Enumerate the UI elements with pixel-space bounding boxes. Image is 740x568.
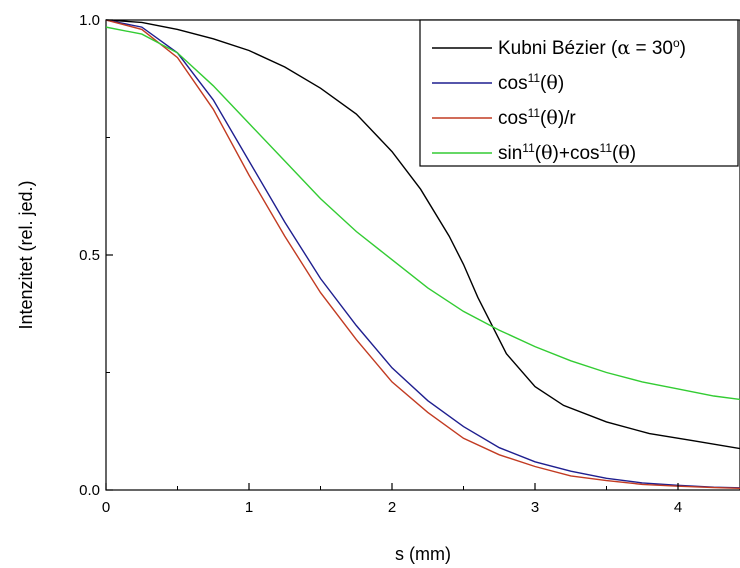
legend-text-part: ) [630, 143, 636, 164]
legend-text-part: ( [540, 108, 547, 129]
y-tick-label-1: 0.5 [79, 247, 100, 264]
x-tick-label-4: 4 [674, 499, 682, 516]
legend-text-part: )/r [558, 108, 577, 129]
legend-text-part: θ [541, 142, 552, 164]
legend-text-part: θ [546, 107, 557, 129]
x-tick-label-1: 1 [245, 499, 253, 516]
series-line-4 [106, 26, 740, 401]
x-tick-label-0: 0 [102, 499, 110, 516]
legend: Kubni Bézier (α = 30o)cos11(θ)cos11(θ)/r… [419, 19, 739, 167]
y-tick-label-0: 0.0 [79, 482, 100, 499]
legend-text-part: 11 [522, 141, 535, 155]
legend-text-part: cos [498, 73, 528, 94]
legend-text-part: Kubni Bézier ( [498, 38, 618, 59]
legend-text-part: ( [540, 73, 547, 94]
legend-text-part: )+cos [553, 143, 600, 164]
x-tick-label-3: 3 [531, 499, 539, 516]
series-line-2 [106, 19, 740, 489]
series-line-3 [106, 19, 740, 490]
legend-box [419, 19, 739, 167]
legend-text-part: 11 [600, 141, 613, 155]
legend-text-part: = 30 [630, 38, 673, 59]
legend-text-part: ) [680, 38, 686, 59]
legend-text-part: sin [498, 143, 522, 164]
legend-label-3: cos11(θ)/r [498, 106, 576, 129]
legend-text-part: cos [498, 108, 528, 129]
legend-label-1: Kubni Bézier (α = 30o) [498, 36, 686, 59]
legend-text-part: ( [535, 143, 542, 164]
y-axis-title: Intenzitet (rel. jed.) [16, 180, 36, 329]
x-tick-label-2: 2 [388, 499, 396, 516]
legend-text-part: θ [546, 72, 557, 94]
y-tick-label-2: 1.0 [79, 12, 100, 29]
legend-text-part: ( [612, 143, 619, 164]
series-layer [106, 19, 740, 490]
series-line-1 [106, 19, 740, 450]
x-axis-title: s (mm) [395, 544, 451, 564]
legend-text-part: 11 [528, 106, 541, 120]
legend-text-part: o [673, 36, 680, 50]
axes-layer: 0 1 2 3 4 0.0 0.5 1.0 [79, 12, 682, 516]
legend-text-part: ) [558, 73, 564, 94]
legend-text-part: 11 [528, 71, 541, 85]
legend-text-part: θ [618, 142, 629, 164]
legend-label-4: sin11(θ)+cos11(θ) [498, 141, 636, 164]
legend-label-2: cos11(θ) [498, 71, 564, 94]
legend-text-part: α [617, 37, 630, 59]
